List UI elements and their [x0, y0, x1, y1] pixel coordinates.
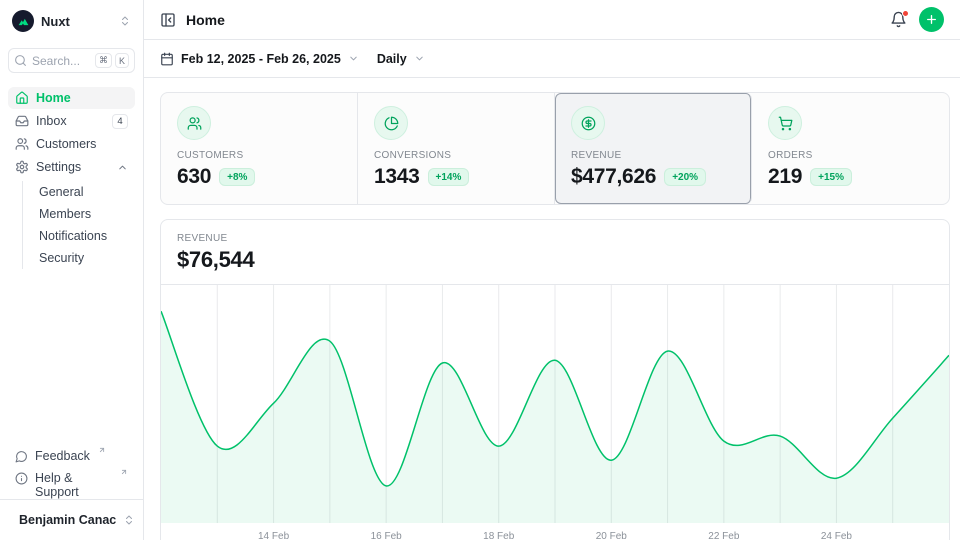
period-select[interactable]: Daily: [377, 52, 425, 66]
kbd-k: K: [114, 53, 129, 68]
x-tick-label: 22 Feb: [708, 531, 740, 540]
stat-delta-badge: +20%: [664, 168, 707, 186]
chevrons-up-down-icon: [123, 514, 135, 526]
sidebar-item-label: Home: [36, 91, 71, 105]
external-link-icon: [120, 468, 128, 476]
x-tick-label: 20 Feb: [595, 531, 627, 540]
kbd-cmd: ⌘: [94, 53, 112, 68]
page-title: Home: [186, 11, 225, 28]
stat-card-conversions[interactable]: CONVERSIONS 1343 +14%: [358, 93, 555, 204]
search-icon: [14, 54, 27, 67]
chevron-down-icon: [414, 53, 425, 64]
stat-value: 1343: [374, 165, 420, 188]
stat-value: $477,626: [571, 165, 657, 188]
chevrons-up-down-icon: [119, 15, 131, 27]
x-axis: 14 Feb 16 Feb 18 Feb 20 Feb 22 Feb 24 Feb: [161, 523, 949, 540]
sidebar: Nuxt Search... ⌘ K Home Inbox 4: [0, 0, 144, 540]
sidebar-item-help-support[interactable]: Help & Support: [8, 468, 135, 499]
sidebar-item-label: Inbox: [36, 114, 67, 128]
sidebar-item-general[interactable]: General: [39, 185, 84, 199]
sidebar-item-label: Settings: [36, 160, 82, 174]
sidebar-item-feedback[interactable]: Feedback: [8, 447, 135, 469]
settings-subnav: General Members Notifications Security: [22, 181, 135, 269]
date-range-value: Feb 12, 2025 - Feb 26, 2025: [181, 51, 341, 66]
search-shortcut: ⌘ K: [94, 53, 129, 68]
stat-card-orders[interactable]: ORDERS 219 +15%: [752, 93, 949, 204]
cart-icon: [768, 106, 802, 140]
external-link-icon: [98, 446, 106, 454]
stat-label: REVENUE: [571, 150, 622, 161]
revenue-chart-svg: [161, 285, 949, 523]
notifications-button[interactable]: [890, 10, 909, 28]
x-tick-label: 16 Feb: [370, 531, 402, 540]
workspace-name: Nuxt: [41, 13, 70, 29]
stat-label: CUSTOMERS: [177, 150, 244, 161]
stat-value: 630: [177, 165, 212, 188]
info-icon: [15, 472, 28, 485]
stat-value: 219: [768, 165, 803, 188]
stat-delta-badge: +8%: [219, 168, 256, 186]
gear-icon: [15, 160, 29, 174]
x-tick-label: 18 Feb: [483, 531, 515, 540]
sidebar-item-inbox[interactable]: Inbox 4: [8, 110, 135, 132]
page-header: Home: [144, 0, 960, 40]
home-icon: [15, 91, 29, 105]
users-icon: [15, 137, 29, 151]
x-tick-label: 24 Feb: [820, 531, 852, 540]
search-input[interactable]: Search... ⌘ K: [8, 48, 135, 73]
sidebar-item-security[interactable]: Security: [39, 251, 85, 265]
inbox-count-badge: 4: [112, 113, 128, 129]
sidebar-nav: Home Inbox 4 Customers Settings Ge: [8, 87, 135, 271]
notification-dot: [902, 10, 909, 17]
chevron-down-icon: [348, 53, 359, 64]
workspace-selector[interactable]: Nuxt: [8, 8, 135, 34]
sidebar-item-customers[interactable]: Customers: [8, 133, 135, 155]
period-value: Daily: [376, 51, 407, 66]
message-circle-icon: [15, 450, 28, 463]
area-fill: [161, 311, 949, 523]
sidebar-item-settings[interactable]: Settings: [8, 156, 135, 178]
stat-card-revenue[interactable]: REVENUE $477,626 +20%: [555, 93, 752, 204]
calendar-icon: [160, 52, 174, 66]
footer-link-label: Help & Support: [35, 471, 79, 499]
date-range-picker[interactable]: Feb 12, 2025 - Feb 26, 2025: [160, 52, 359, 66]
stat-label: ORDERS: [768, 150, 813, 161]
pie-chart-icon: [374, 106, 408, 140]
stats-grid: CUSTOMERS 630 +8% CONVERSIONS 1343 +14%: [160, 92, 950, 205]
revenue-chart-card: REVENUE $76,544 14 Feb 16 Feb 18 Feb 20 Feb…: [160, 219, 950, 540]
x-tick-label: 14 Feb: [257, 531, 290, 540]
dashboard-content: CUSTOMERS 630 +8% CONVERSIONS 1343 +14%: [144, 78, 960, 540]
stat-delta-badge: +15%: [810, 168, 852, 186]
chart-header: REVENUE $76,544: [161, 220, 949, 285]
sidebar-item-home[interactable]: Home: [8, 87, 135, 109]
stat-label: CONVERSIONS: [374, 150, 452, 161]
users-icon: [177, 106, 211, 140]
sidebar-item-notifications[interactable]: Notifications: [39, 229, 108, 243]
sidebar-item-members[interactable]: Members: [39, 207, 92, 221]
add-button[interactable]: [919, 7, 944, 32]
main-area: Home Feb 12, 2025 - Feb 26, 2025 Daily: [144, 0, 960, 540]
stat-delta-badge: +14%: [427, 168, 470, 186]
revenue-line: [161, 311, 949, 486]
chart-label: REVENUE: [177, 233, 228, 244]
filters-toolbar: Feb 12, 2025 - Feb 26, 2025 Daily: [144, 40, 960, 78]
sidebar-divider: [0, 499, 143, 500]
inbox-icon: [15, 114, 29, 128]
revenue-area-chart[interactable]: [161, 285, 949, 523]
chart-value: $76,544: [177, 247, 255, 272]
footer-link-label: Feedback: [35, 449, 90, 463]
nuxt-logo-icon: [12, 10, 34, 32]
chevron-up-icon: [117, 162, 128, 173]
stat-card-customers[interactable]: CUSTOMERS 630 +8%: [161, 93, 358, 204]
sidebar-item-label: Customers: [36, 137, 97, 151]
search-placeholder: Search...: [32, 53, 81, 68]
dollar-icon: [571, 106, 605, 140]
user-menu[interactable]: Benjamin Canac: [8, 508, 135, 532]
sidebar-collapse-icon[interactable]: [160, 12, 176, 28]
user-name: Benjamin Canac: [19, 513, 117, 527]
